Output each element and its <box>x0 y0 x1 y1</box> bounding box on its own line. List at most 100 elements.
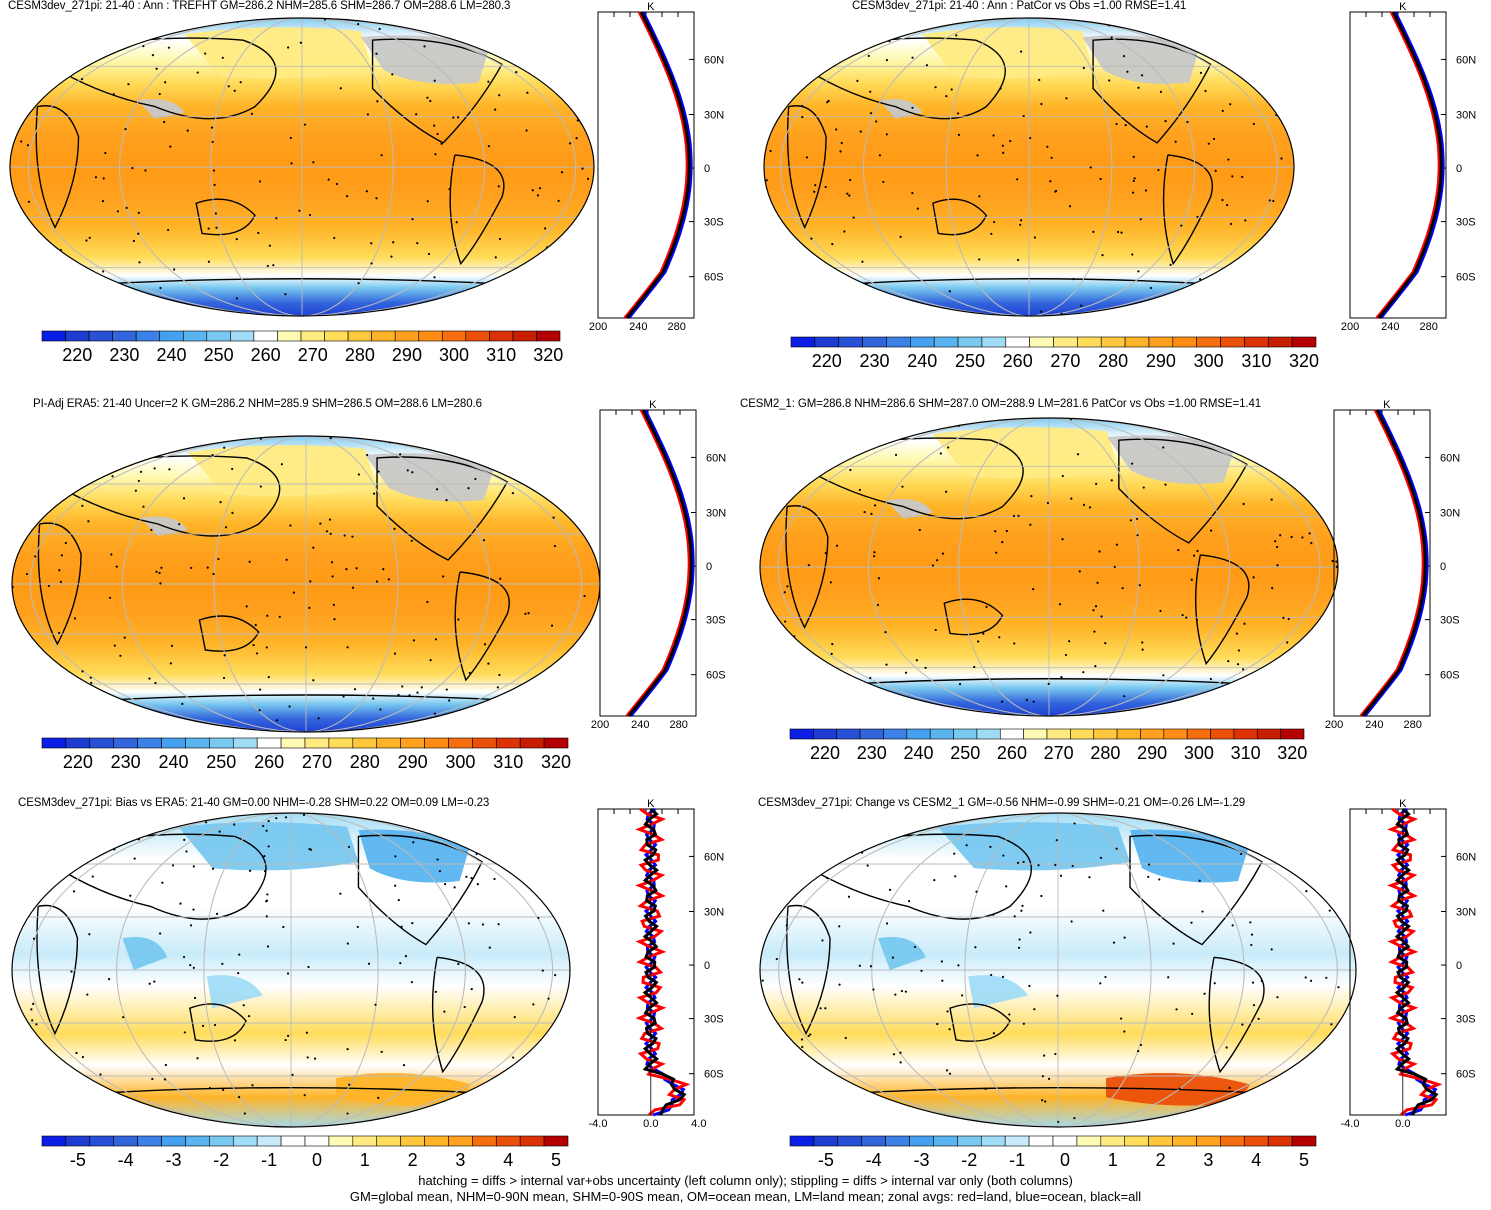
zonal-lat-label: 30S <box>704 1014 724 1026</box>
colorbar-swatch <box>41 737 67 749</box>
zonal-value-label: 240 <box>1381 321 1399 333</box>
colorbar: 220 230 240 250 260 270 280 290 300 310 320 <box>790 336 1319 371</box>
colorbar-tick-label: 290 <box>398 752 428 772</box>
colorbar-swatch <box>376 1135 401 1147</box>
panel-trefht-model: CESM3dev_271pi: 21-40 : Ann : TREFHT GM=… <box>0 0 745 380</box>
colorbar-swatch <box>89 737 115 749</box>
zonal-value-label: 280 <box>668 321 686 333</box>
colorbar-swatch <box>1052 1135 1078 1147</box>
colorbar-swatch <box>113 737 138 749</box>
zonal-value-label: 240 <box>629 321 647 333</box>
colorbar-swatch <box>89 1135 115 1147</box>
zonal-value-label: 200 <box>1341 321 1359 333</box>
colorbar-swatch <box>209 737 234 749</box>
colorbar-swatch <box>41 330 66 342</box>
colorbar-swatch <box>88 330 113 342</box>
colorbar-swatch <box>885 1135 910 1147</box>
colorbar-swatch <box>441 330 467 342</box>
colorbar-swatch <box>253 330 278 342</box>
colorbar-swatch <box>1196 1135 1221 1147</box>
world-map <box>759 417 1339 717</box>
colorbar-tick-label: 220 <box>63 752 93 772</box>
colorbar-swatch <box>1280 728 1305 740</box>
colorbar-swatch <box>980 1135 1006 1147</box>
colorbar-tick-label: 230 <box>109 345 139 365</box>
colorbar-swatch <box>1267 1135 1293 1147</box>
colorbar-swatch <box>1256 728 1281 740</box>
colorbar-swatch <box>400 1135 425 1147</box>
zonal-curve-ocean <box>629 409 695 717</box>
colorbar-tick-label: 230 <box>857 743 887 763</box>
zonal-units-label: K <box>649 399 657 411</box>
colorbar-tick-label: -3 <box>913 1150 929 1170</box>
colorbar-swatch <box>185 737 210 749</box>
colorbar-tick-label: 290 <box>1146 351 1176 371</box>
colorbar-swatch <box>957 1135 982 1147</box>
colorbar-swatch <box>1233 728 1258 740</box>
colorbar-swatch <box>862 336 887 348</box>
colorbar-tick-label: 0 <box>312 1150 322 1170</box>
colorbar-swatch <box>1005 336 1030 348</box>
panel-patcor-model: CESM3dev_271pi: 21-40 : Ann : PatCor vs … <box>746 0 1491 380</box>
panel-title: CESM3dev_271pi: 21-40 : Ann : PatCor vs … <box>852 0 1187 12</box>
panel-cesm2: CESM2_1: GM=286.8 NHM=286.6 SHM=287.0 OM… <box>740 398 1491 778</box>
colorbar-swatch <box>519 737 545 749</box>
colorbar-tick-label: 5 <box>551 1150 561 1170</box>
colorbar-tick-label: -2 <box>961 1150 977 1170</box>
colorbar-swatch <box>418 330 443 342</box>
zonal-lat-label: 60S <box>706 670 726 682</box>
colorbar-swatch <box>1077 336 1102 348</box>
colorbar-swatch <box>1070 728 1095 740</box>
colorbar-tick-label: 310 <box>486 345 516 365</box>
zonal-value-label: -4.0 <box>589 1118 608 1130</box>
colorbar-swatch <box>1148 336 1174 348</box>
zonal-units-label: K <box>1399 1 1407 13</box>
footer-line-1: hatching = diffs > internal var+obs unce… <box>418 1173 1073 1188</box>
colorbar-swatch <box>352 1135 378 1147</box>
colorbar-swatch <box>489 330 514 342</box>
zonal-units-label: K <box>647 798 655 810</box>
colorbar-tick-label: 250 <box>955 351 985 371</box>
zonal-curve-land <box>635 807 691 1117</box>
colorbar: -5 -4 -3 -2 -1 0 1 2 3 4 5 <box>41 1135 569 1170</box>
colorbar-swatch <box>906 728 931 740</box>
colorbar-swatch <box>161 737 186 749</box>
zonal-curve-all <box>1377 11 1443 319</box>
colorbar-swatch <box>789 1135 815 1147</box>
zonal-curve-land <box>1375 11 1441 319</box>
zonal-lat-label: 0 <box>706 561 712 573</box>
colorbar-swatch <box>394 330 420 342</box>
zonal-average-plot: K 60N 30N 0 30S 60S -4.0 0.0 <box>1341 798 1477 1130</box>
colorbar-swatch <box>1291 1135 1317 1147</box>
colorbar-swatch <box>424 737 449 749</box>
colorbar-tick-label: 260 <box>254 752 284 772</box>
zonal-value-label: -4.0 <box>1341 1118 1360 1130</box>
zonal-value-label: 0.0 <box>1395 1118 1410 1130</box>
colorbar-tick-label: -4 <box>866 1150 882 1170</box>
panel-title: CESM2_1: GM=286.8 NHM=286.6 SHM=287.0 OM… <box>740 398 1262 410</box>
colorbar-swatch <box>1172 336 1197 348</box>
colorbar-swatch <box>1172 1135 1197 1147</box>
zonal-lat-label: 60N <box>1456 851 1476 863</box>
colorbar-tick-label: 240 <box>907 351 937 371</box>
colorbar-swatch <box>1100 1135 1126 1147</box>
zonal-units-label: K <box>1399 798 1407 810</box>
zonal-value-label: 280 <box>1404 719 1422 731</box>
world-map <box>11 435 601 733</box>
panel-change-vs-cesm2: CESM3dev_271pi: Change vs CESM2_1 GM=-0.… <box>746 797 1491 1177</box>
zonal-value-label: 280 <box>1420 321 1438 333</box>
world-map <box>759 812 1357 1128</box>
zonal-average-plot: K 60N 30N 0 30S 60S 200 240 280 <box>589 1 724 333</box>
colorbar-tick-label: 320 <box>1277 743 1307 763</box>
colorbar-swatch <box>1023 728 1048 740</box>
colorbar-swatch <box>789 728 814 740</box>
colorbar-swatch <box>536 330 561 342</box>
colorbar-tick-label: 260 <box>997 743 1027 763</box>
colorbar-swatch <box>1029 336 1054 348</box>
colorbar-swatch <box>65 330 90 342</box>
zonal-curve-land <box>625 409 691 717</box>
colorbar-tick-label: 310 <box>493 752 523 772</box>
colorbar-tick-label: -5 <box>818 1150 834 1170</box>
zonal-lat-label: 0 <box>1456 163 1462 175</box>
colorbar-tick-label: 240 <box>903 743 933 763</box>
